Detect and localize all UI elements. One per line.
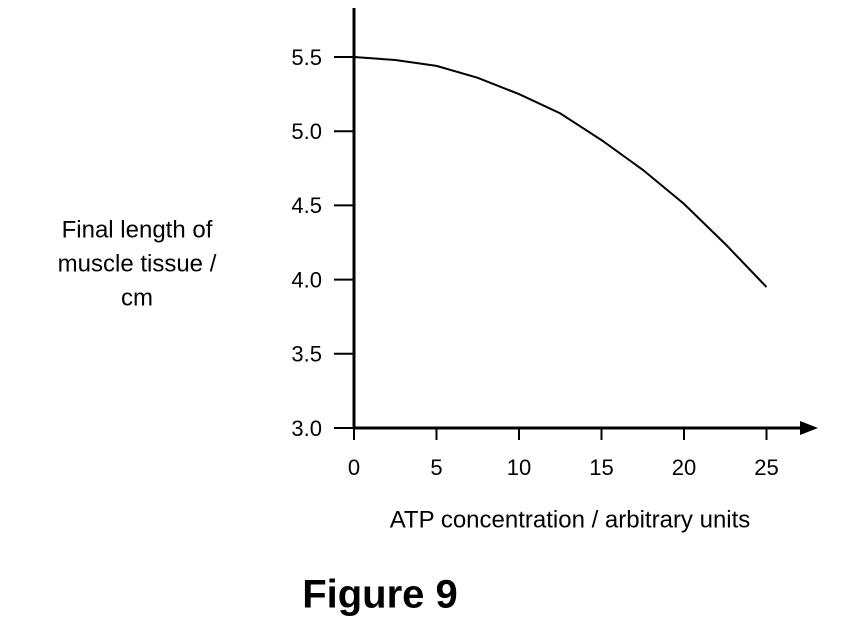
- x-axis-arrow: [800, 421, 818, 435]
- x-tick-label: 0: [348, 455, 360, 480]
- x-tick-label: 10: [507, 455, 531, 480]
- x-tick-label: 5: [430, 455, 442, 480]
- y-axis-label: muscle tissue /: [58, 250, 217, 277]
- y-tick-label: 5.5: [291, 45, 322, 70]
- y-axis-label: cm: [121, 284, 153, 311]
- y-axis-label: Final length of: [62, 216, 213, 243]
- y-tick-label: 4.5: [291, 193, 322, 218]
- y-tick-label: 3.0: [291, 416, 322, 441]
- y-tick-label: 3.5: [291, 342, 322, 367]
- x-tick-label: 25: [754, 455, 778, 480]
- x-axis-label: ATP concentration / arbitrary units: [390, 506, 751, 533]
- x-tick-label: 15: [589, 455, 613, 480]
- y-tick-label: 4.0: [291, 267, 322, 292]
- chart-title: Figure 9: [302, 573, 458, 617]
- x-tick-label: 20: [672, 455, 696, 480]
- y-tick-label: 5.0: [291, 119, 322, 144]
- data-line: [353, 56, 768, 288]
